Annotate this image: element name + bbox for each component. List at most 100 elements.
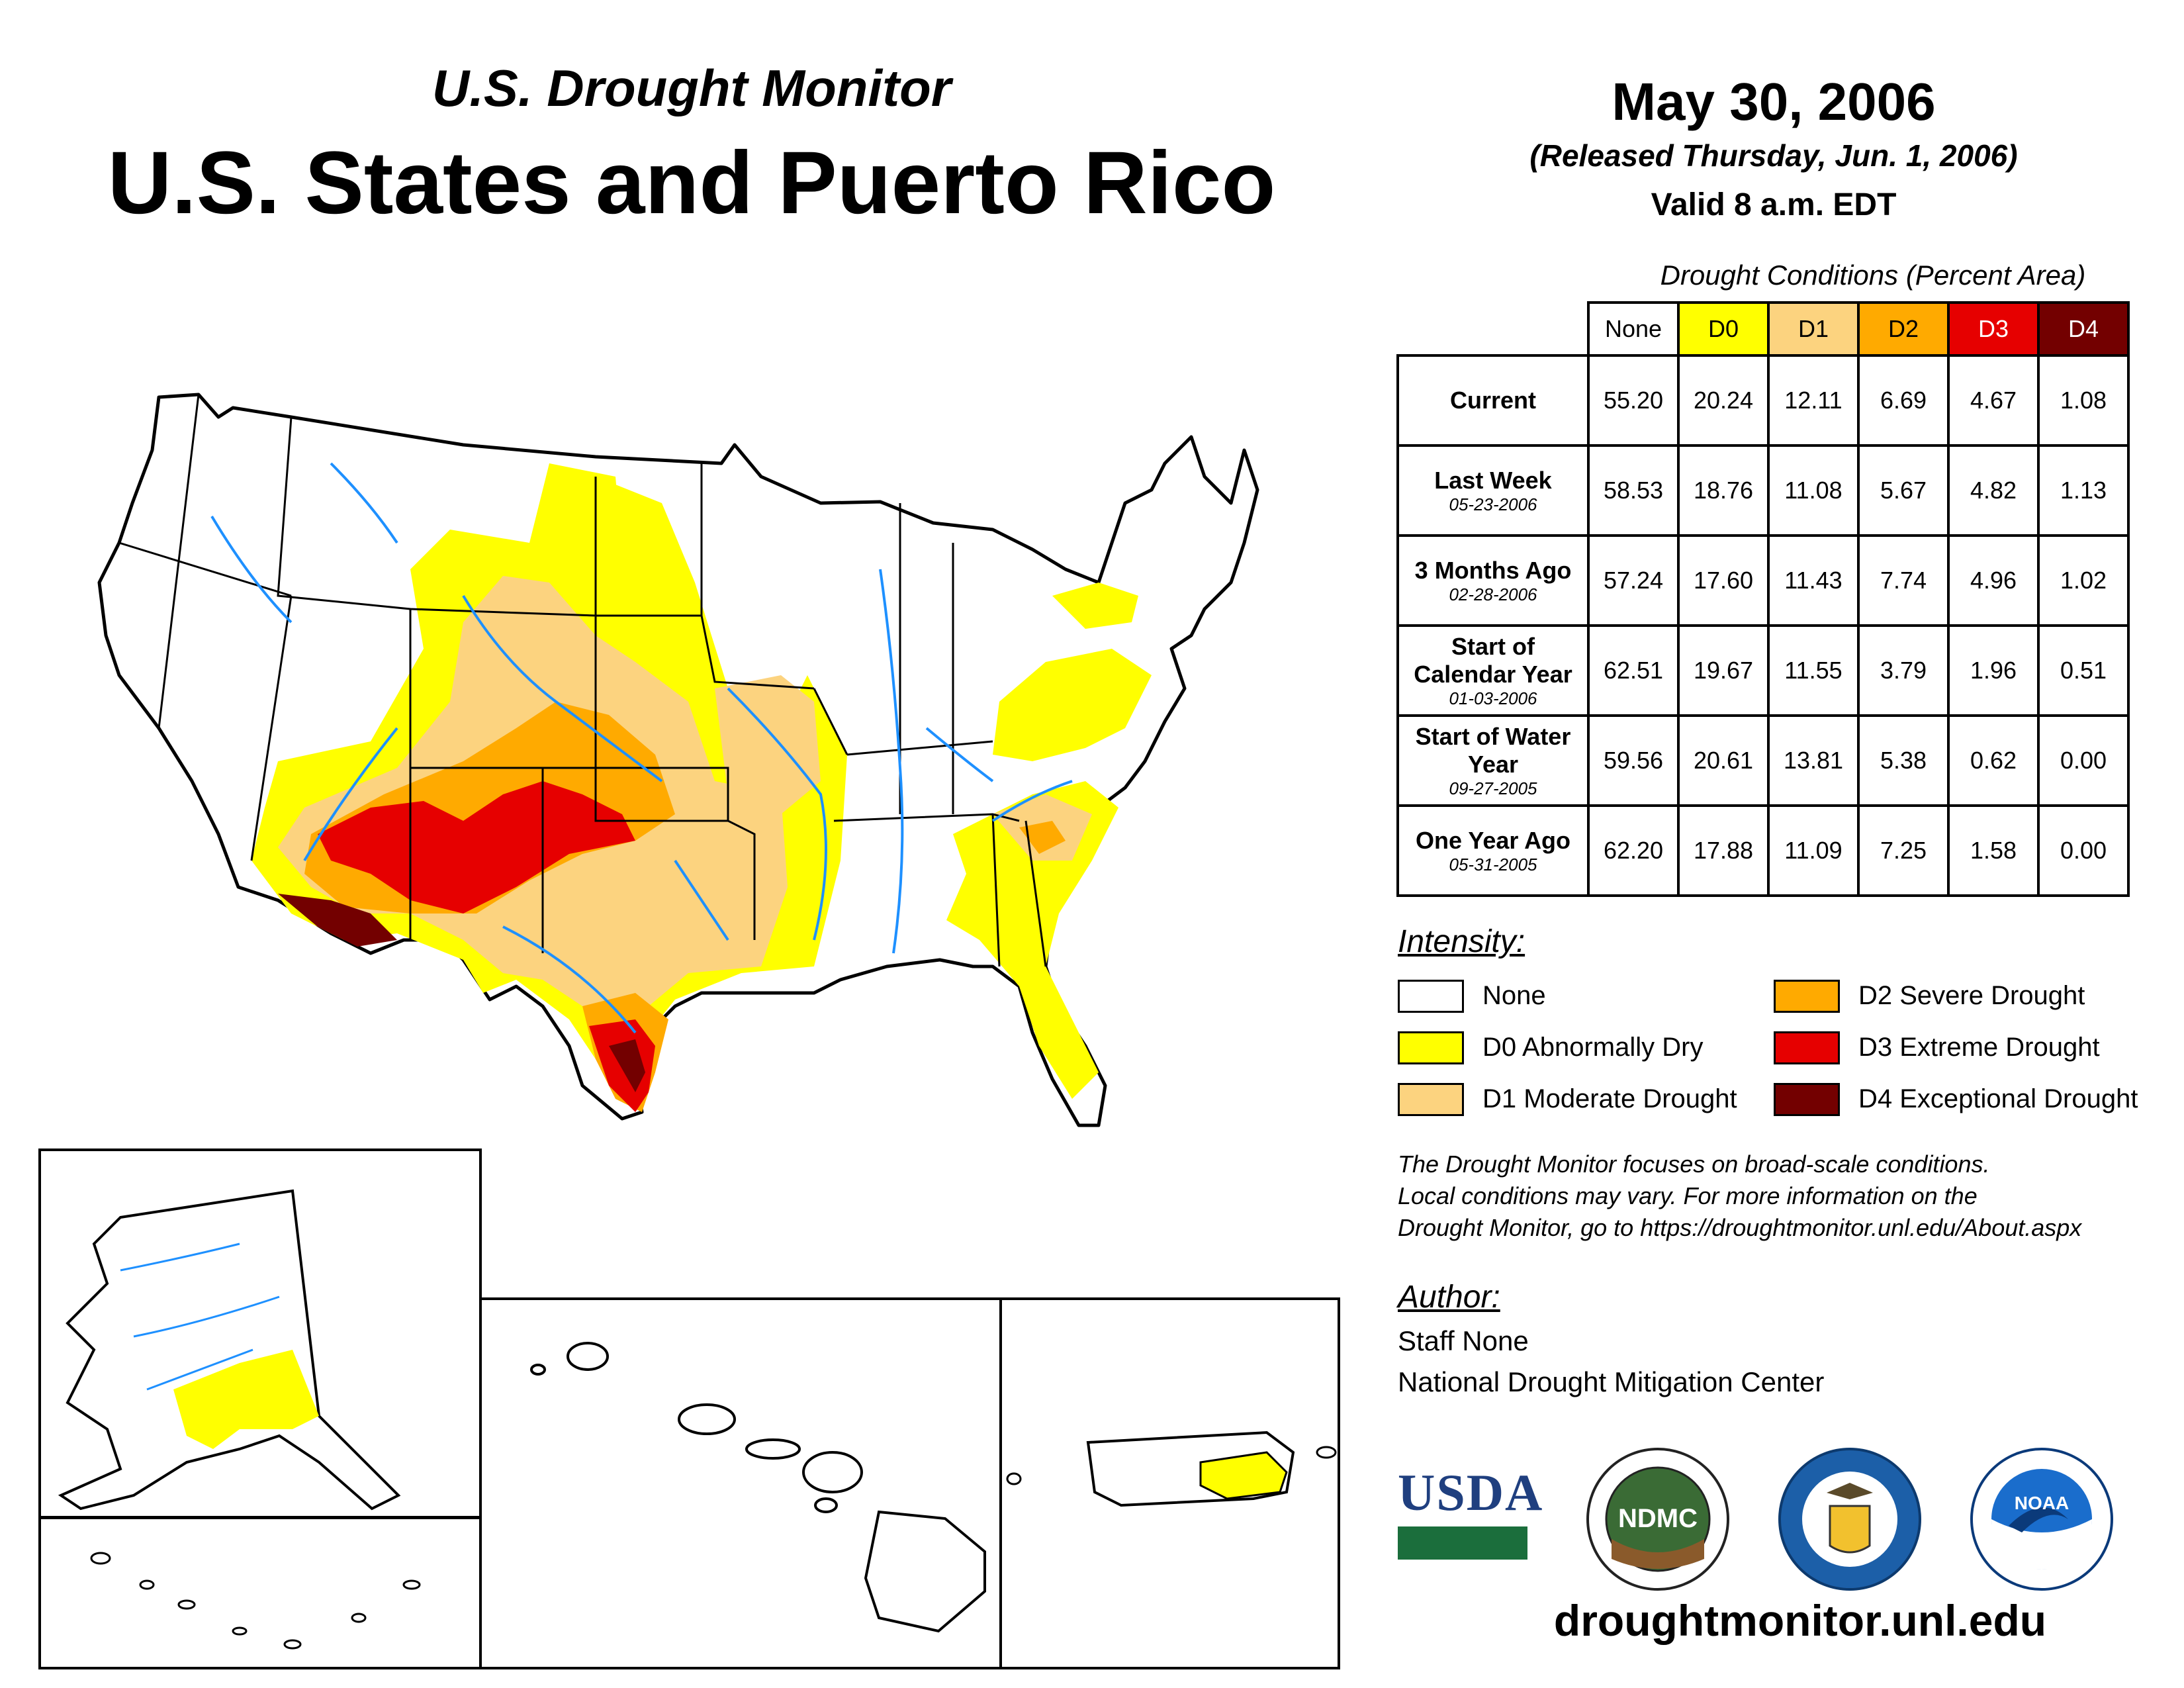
d0-area-southeast bbox=[946, 781, 1118, 1099]
hawaii-map bbox=[530, 1342, 986, 1633]
table-row: Start of Water Year 09-27-2005 59.56 20.6… bbox=[1396, 714, 2130, 807]
d0-area-mid-atlantic bbox=[993, 649, 1152, 761]
table-cell: 7.25 bbox=[1857, 804, 1950, 897]
disclaimer-line: The Drought Monitor focuses on broad-sca… bbox=[1398, 1150, 1990, 1178]
d0-area-northern-plains bbox=[543, 463, 622, 609]
d3-area-southwest bbox=[318, 781, 635, 914]
legend-label-d4: D4 Exceptional Drought bbox=[1858, 1084, 2138, 1113]
table-cell: 59.56 bbox=[1587, 714, 1680, 807]
table-cell: 4.96 bbox=[1947, 534, 2040, 627]
table-cell: 6.69 bbox=[1857, 354, 1950, 447]
legend-swatch-d2 bbox=[1774, 980, 1840, 1013]
d1-area-midwest bbox=[715, 675, 821, 814]
table-cell: 1.58 bbox=[1947, 804, 2040, 897]
col-header-d0: D0 bbox=[1677, 301, 1770, 357]
website-link[interactable]: droughtmonitor.unl.edu bbox=[1553, 1596, 2047, 1645]
puerto-rico-inset bbox=[999, 1297, 1340, 1669]
d2-area-georgia bbox=[1019, 821, 1066, 854]
row-label-3-months-ago: 3 Months Ago 02-28-2006 bbox=[1396, 534, 1590, 627]
row-label-last-week: Last Week 05-23-2006 bbox=[1396, 444, 1590, 537]
alaska-inset bbox=[38, 1149, 482, 1523]
author-name: Staff None bbox=[1398, 1325, 1529, 1356]
legend-swatch-d1 bbox=[1398, 1083, 1464, 1116]
col-header-d1: D1 bbox=[1767, 301, 1860, 357]
d4-area-south-texas bbox=[609, 1039, 645, 1092]
legend-label-d2: D2 Severe Drought bbox=[1858, 981, 2085, 1010]
table-row: One Year Ago 05-31-2005 62.20 17.88 11.09… bbox=[1396, 804, 2130, 897]
table-cell: 1.96 bbox=[1947, 624, 2040, 717]
table-row: Current 55.20 20.24 12.11 6.69 4.67 1.08 bbox=[1396, 354, 2130, 447]
table-cell: 17.60 bbox=[1677, 534, 1770, 627]
table-header-blank bbox=[1398, 303, 1588, 355]
disclaimer-line: Drought Monitor, go to https://droughtmo… bbox=[1398, 1214, 2082, 1241]
table-cell: 11.09 bbox=[1767, 804, 1860, 897]
row-label-start-of-calendar-year: Start of Calendar Year 01-03-2006 bbox=[1396, 624, 1590, 717]
noaa-logo-text: NOAA bbox=[2015, 1493, 2069, 1513]
hawaii-inset bbox=[479, 1297, 1002, 1669]
table-row: 3 Months Ago 02-28-2006 57.24 17.60 11.43… bbox=[1396, 534, 2130, 627]
disclaimer-line: Local conditions may vary. For more info… bbox=[1398, 1182, 1978, 1209]
table-cell: 5.67 bbox=[1857, 444, 1950, 537]
table-cell: 4.67 bbox=[1947, 354, 2040, 447]
table-cell: 17.88 bbox=[1677, 804, 1770, 897]
table-header-row: None D0 D1 D2 D3 D4 bbox=[1398, 301, 2130, 357]
d0-area-new-york bbox=[1052, 583, 1138, 629]
valid-time: Valid 8 a.m. EDT bbox=[1651, 187, 1897, 222]
legend-swatch-d3 bbox=[1774, 1031, 1840, 1064]
row-label-start-of-water-year: Start of Water Year 09-27-2005 bbox=[1396, 714, 1590, 807]
table-cell: 20.24 bbox=[1677, 354, 1770, 447]
release-date: (Released Thursday, Jun. 1, 2006) bbox=[1529, 138, 2018, 173]
table-cell: 7.74 bbox=[1857, 534, 1950, 627]
legend-title: Intensity: bbox=[1398, 924, 1525, 959]
map-subtitle: U.S. Drought Monitor bbox=[432, 59, 952, 117]
legend-swatch-d0 bbox=[1398, 1031, 1464, 1064]
row-label-one-year-ago: One Year Ago 05-31-2005 bbox=[1396, 804, 1590, 897]
legend-swatch-d4 bbox=[1774, 1083, 1840, 1116]
table-caption: Drought Conditions (Percent Area) bbox=[1660, 259, 2086, 291]
aleutian-islands bbox=[90, 1552, 421, 1650]
table-cell: 1.02 bbox=[2037, 534, 2130, 627]
table-cell: 1.08 bbox=[2037, 354, 2130, 447]
table-cell: 3.79 bbox=[1857, 624, 1950, 717]
table-cell: 62.51 bbox=[1587, 624, 1680, 717]
alaska-map bbox=[41, 1189, 479, 1523]
author-org: National Drought Mitigation Center bbox=[1398, 1366, 1825, 1397]
table-cell: 62.20 bbox=[1587, 804, 1680, 897]
table-cell: 0.00 bbox=[2037, 714, 2130, 807]
table-cell: 5.38 bbox=[1857, 714, 1950, 807]
legend-label-d0: D0 Abnormally Dry bbox=[1482, 1033, 1704, 1062]
author-title: Author: bbox=[1398, 1280, 1500, 1315]
table-cell: 11.08 bbox=[1767, 444, 1860, 537]
table-cell: 57.24 bbox=[1587, 534, 1680, 627]
col-header-none: None bbox=[1587, 301, 1680, 357]
table-cell: 12.11 bbox=[1767, 354, 1860, 447]
state-lines bbox=[118, 394, 1047, 967]
map-title: U.S. States and Puerto Rico bbox=[107, 134, 1276, 232]
table-cell: 13.81 bbox=[1767, 714, 1860, 807]
table-cell: 55.20 bbox=[1587, 354, 1680, 447]
table-cell: 0.51 bbox=[2037, 624, 2130, 717]
usda-logo-bar bbox=[1398, 1526, 1527, 1560]
commerce-logo bbox=[1777, 1446, 1923, 1592]
legend-label-d1: D1 Moderate Drought bbox=[1482, 1084, 1737, 1113]
ndmc-logo-text: NDMC bbox=[1618, 1504, 1698, 1533]
col-header-d3: D3 bbox=[1947, 301, 2040, 357]
usda-logo: USDA bbox=[1398, 1463, 1544, 1562]
table-cell: 11.55 bbox=[1767, 624, 1860, 717]
rivers bbox=[210, 462, 1073, 1034]
legend-label-none: None bbox=[1482, 981, 1546, 1010]
table-row: Last Week 05-23-2006 58.53 18.76 11.08 5.… bbox=[1396, 444, 2130, 537]
col-header-d4: D4 bbox=[2037, 301, 2130, 357]
disclaimer: The Drought Monitor focuses on broad-sca… bbox=[1398, 1149, 2179, 1244]
table-cell: 20.61 bbox=[1677, 714, 1770, 807]
table-cell: 11.43 bbox=[1767, 534, 1860, 627]
legend-label-d3: D3 Extreme Drought bbox=[1858, 1033, 2100, 1062]
legend-swatch-none bbox=[1398, 980, 1464, 1013]
usda-logo-text: USDA bbox=[1398, 1464, 1544, 1521]
puerto-rico-map bbox=[1006, 1430, 1337, 1507]
map-date: May 30, 2006 bbox=[1612, 72, 1936, 131]
row-label-current: Current bbox=[1396, 354, 1590, 447]
aleutian-inset bbox=[38, 1516, 482, 1669]
table-cell: 1.13 bbox=[2037, 444, 2130, 537]
